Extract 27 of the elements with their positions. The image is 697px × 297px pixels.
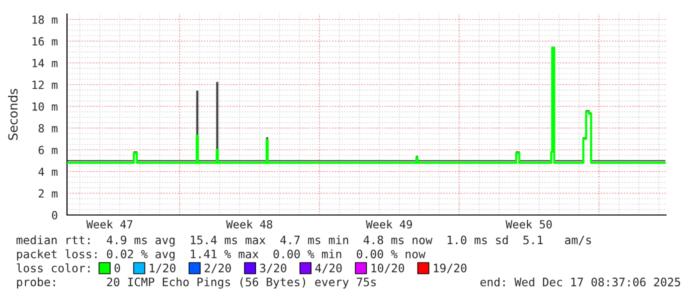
legend-label: 1/20	[150, 264, 176, 274]
y-tick-label: 2 m	[38, 189, 58, 198]
x-tick-label: Week 49	[366, 220, 412, 229]
legend-label: 3/20	[260, 264, 286, 274]
y-tick-label: 6 m	[38, 146, 58, 154]
x-tick-label: Week 47	[86, 220, 132, 229]
y-tick-label: 0	[52, 211, 58, 220]
y-tick-label: 8 m	[38, 124, 58, 132]
y-tick-label: 12 m	[32, 80, 58, 89]
y-tick-label: 18 m	[32, 15, 58, 24]
text: end: Wed Dec 17 08:37:06 2025	[480, 277, 680, 286]
text: median rtt: 4.9 ms avg 15.4 ms max 4.7 ms min 4.8 ms now 1.0 ms sd 5.1 am/s	[16, 235, 591, 247]
y-axis-title: Seconds	[8, 88, 18, 140]
x-tick-label: Week 48	[226, 220, 272, 229]
text: probe: 20 ICMP Echo Pings (56 Bytes) every 75s	[17, 277, 376, 289]
y-tick-label: 16 m	[32, 37, 58, 46]
legend-label: 2/20	[204, 264, 231, 274]
legend-label: 19/20	[434, 264, 466, 274]
y-tick-label: 10 m	[32, 102, 58, 111]
y-tick-label: 4 m	[38, 168, 58, 176]
legend-label: 4/20	[315, 264, 342, 274]
y-tick-label: 14 m	[32, 59, 58, 68]
legend-label: 0	[114, 264, 120, 272]
text: packet loss: 0.02 % avg 1.41 % max 0.00 % min 0.00 % now	[17, 249, 426, 261]
legend-label: 10/20	[372, 264, 404, 274]
x-tick-label: Week 50	[506, 220, 552, 229]
legend-title: loss color:	[16, 263, 90, 272]
